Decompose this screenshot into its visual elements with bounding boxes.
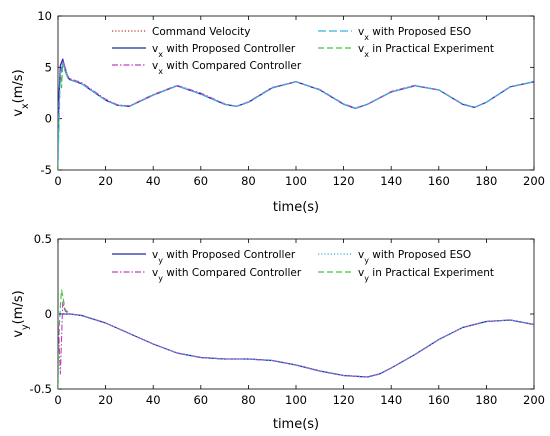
x-tick-label: 200 — [523, 174, 545, 188]
legend-entry: vx with Proposed Controller — [152, 43, 296, 59]
legend: Command Velocity vx with Proposed ESO vx w… — [112, 26, 494, 76]
y-tick-label: -5 — [41, 163, 52, 177]
legend-entry: vy with Proposed Controller — [152, 249, 296, 265]
x-tick-label: 80 — [241, 174, 256, 188]
x-tick-label: 160 — [428, 174, 450, 188]
x-tick-label: 180 — [475, 393, 497, 407]
y-tick-label: 0 — [45, 112, 52, 126]
series-group — [58, 289, 534, 389]
x-tick-label: 40 — [146, 393, 161, 407]
x-tick-label: 200 — [523, 393, 545, 407]
series-line-5 — [58, 61, 534, 170]
x-tick-label: 40 — [146, 174, 161, 188]
legend-entry: vx in Practical Experiment — [358, 43, 494, 59]
legend-entry: vy in Practical Experiment — [358, 267, 494, 283]
y-tick-label: 10 — [37, 9, 52, 23]
x-tick-label: 100 — [285, 174, 307, 188]
x-tick-label: 120 — [333, 174, 355, 188]
y-tick-label: 5 — [45, 60, 52, 74]
x-tick-label: 80 — [241, 393, 256, 407]
x-axis-label: time(s) — [273, 200, 319, 215]
x-axis-label: time(s) — [273, 417, 319, 432]
legend-entry: Command Velocity — [152, 26, 251, 38]
x-tick-label: 0 — [54, 393, 61, 407]
x-tick-label: 60 — [193, 393, 208, 407]
legend-entry: vx with Proposed ESO — [358, 26, 471, 42]
series-group — [58, 58, 534, 170]
x-tick-label: 180 — [475, 174, 497, 188]
series-line-1 — [58, 313, 534, 378]
x-tick-label: 20 — [98, 174, 113, 188]
legend-entry: vx with Compared Controller — [152, 60, 302, 76]
legend-entry: vy with Proposed ESO — [358, 249, 471, 265]
y-tick-label: 0 — [45, 307, 52, 321]
x-tick-label: 120 — [333, 393, 355, 407]
series-line-4 — [58, 62, 534, 165]
y-axis-label: vy(m/s) — [11, 290, 31, 337]
series-line-3 — [58, 313, 534, 378]
legend: vy with Proposed Controller vy with Propo… — [112, 249, 494, 283]
x-tick-label: 160 — [428, 393, 450, 407]
chart-panel-1: 0 20 40 60 80 100 120 140 160 180 200-50510time(s)… — [11, 9, 545, 215]
x-tick-label: 140 — [380, 174, 402, 188]
legend-entry: vy with Compared Controller — [152, 267, 302, 283]
x-tick-label: 100 — [285, 393, 307, 407]
series-line-2 — [58, 301, 534, 378]
x-tick-label: 140 — [380, 393, 402, 407]
x-tick-label: 20 — [98, 393, 113, 407]
plot-frame — [57, 15, 535, 171]
chart-panel-2: 0 20 40 60 80 100 120 140 160 180 200-0.500.5time(… — [11, 232, 545, 432]
x-tick-label: 60 — [193, 174, 208, 188]
plot-frame — [57, 238, 535, 390]
y-tick-label: -0.5 — [30, 382, 52, 396]
series-line-4 — [58, 289, 534, 389]
x-tick-label: 0 — [54, 174, 61, 188]
y-tick-label: 0.5 — [34, 232, 52, 246]
y-axis-label: vx(m/s) — [11, 69, 31, 116]
